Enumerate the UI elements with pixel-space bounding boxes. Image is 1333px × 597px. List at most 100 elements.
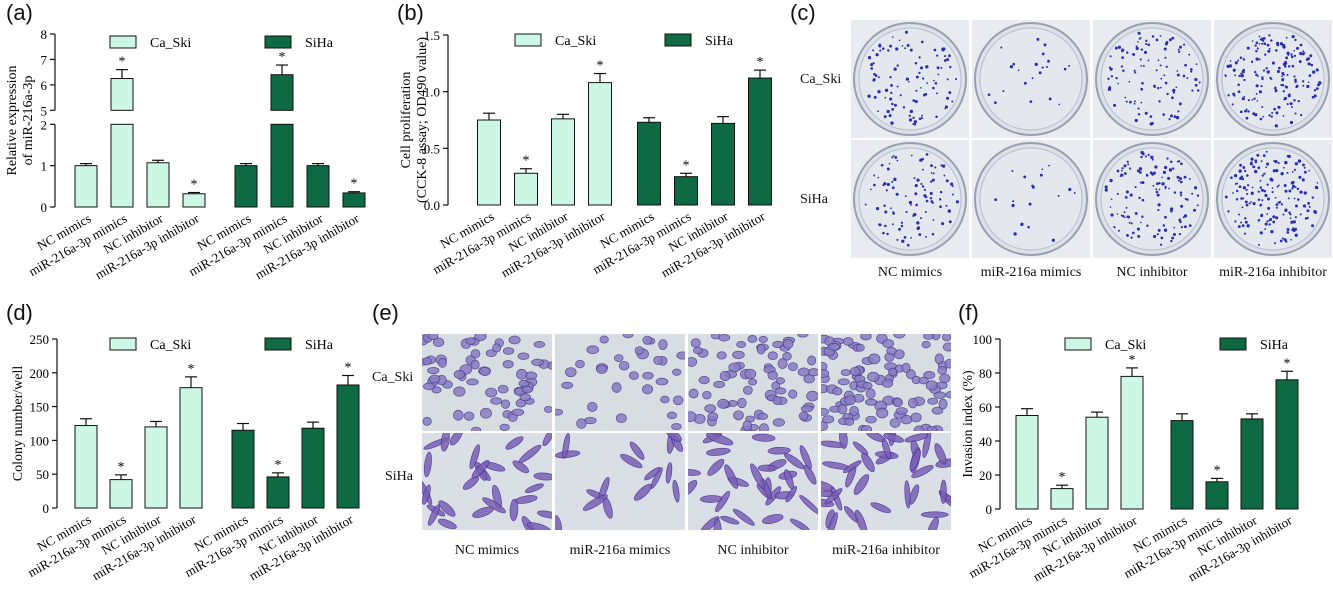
colony <box>918 56 921 59</box>
stained-cell <box>555 408 564 416</box>
stained-cell <box>555 515 563 530</box>
colony <box>1140 48 1144 51</box>
colony <box>1175 115 1180 120</box>
colony-dish-image <box>972 140 1090 258</box>
transwell-image <box>821 334 951 431</box>
colony <box>1177 48 1180 51</box>
colony <box>1315 87 1319 91</box>
stained-cell <box>942 342 951 352</box>
colony <box>994 198 998 202</box>
stained-cell <box>870 502 892 514</box>
significance-star: * <box>191 178 198 193</box>
stained-cell <box>737 397 747 409</box>
colony <box>1159 64 1162 67</box>
stained-cell <box>797 367 810 377</box>
colony <box>945 204 948 207</box>
colony <box>921 185 925 188</box>
panel-d-letter: (d) <box>6 300 33 325</box>
colony <box>1104 188 1108 192</box>
colony <box>1164 165 1168 170</box>
colony <box>1231 103 1234 106</box>
colony <box>1178 102 1182 106</box>
significance-star: * <box>1214 463 1221 478</box>
colony <box>1156 86 1160 90</box>
colony <box>1121 56 1124 59</box>
bar <box>336 384 360 509</box>
colony <box>934 81 938 85</box>
colony <box>1286 171 1289 174</box>
stained-cell <box>777 358 788 369</box>
colony <box>1273 107 1276 111</box>
bar <box>674 176 698 206</box>
colony <box>1238 213 1241 216</box>
colony <box>1109 55 1112 58</box>
stained-cell <box>453 409 464 421</box>
stained-cell <box>613 354 624 363</box>
colony <box>1113 103 1117 107</box>
stained-cell <box>472 506 494 518</box>
colony <box>1318 81 1322 85</box>
colony <box>1027 225 1030 229</box>
colony <box>1124 172 1127 175</box>
stained-cell <box>422 357 432 366</box>
colony <box>1162 113 1165 116</box>
colony <box>930 172 933 174</box>
stained-cell <box>803 464 817 485</box>
colony <box>1266 43 1270 47</box>
colony <box>1277 105 1281 109</box>
colony <box>1145 39 1148 43</box>
colony <box>1240 221 1243 224</box>
stained-cell <box>705 433 734 446</box>
colony <box>1280 203 1283 206</box>
colony <box>1159 34 1162 37</box>
dish-inner <box>979 27 1083 131</box>
colony <box>1117 82 1119 85</box>
colony <box>1258 90 1262 94</box>
colony <box>1233 94 1236 97</box>
colony <box>1298 175 1302 179</box>
colony <box>1116 169 1120 173</box>
stained-cell <box>526 522 552 530</box>
colony <box>948 220 952 224</box>
stained-cell <box>826 512 838 530</box>
stained-cell <box>660 395 670 404</box>
stained-cell <box>756 344 766 355</box>
colony <box>1057 194 1060 197</box>
colony <box>1171 96 1174 100</box>
colony <box>915 203 918 207</box>
colony <box>904 47 907 50</box>
colony <box>1255 73 1258 77</box>
stained-cell <box>453 369 466 379</box>
colony <box>1155 188 1158 191</box>
colony <box>1297 99 1300 103</box>
bar <box>74 165 98 208</box>
legend-swatch <box>109 35 137 49</box>
colony <box>938 198 942 201</box>
colony <box>1134 186 1137 189</box>
colony <box>1156 233 1159 236</box>
colony <box>1247 99 1250 102</box>
colony <box>1183 175 1187 179</box>
colony <box>1012 200 1015 203</box>
colony <box>1270 115 1273 118</box>
colony <box>1129 100 1132 104</box>
stained-cell <box>479 407 492 419</box>
colony <box>1235 189 1239 193</box>
colony <box>941 164 946 168</box>
colony <box>899 94 902 97</box>
colony <box>1239 163 1243 167</box>
colony <box>1246 46 1250 50</box>
stained-cell <box>587 401 598 412</box>
colony <box>888 114 892 118</box>
panel-b-letter: (b) <box>397 0 424 25</box>
colony <box>1266 70 1270 74</box>
stained-cell <box>934 443 947 465</box>
stained-cell <box>849 366 861 377</box>
colony <box>886 167 890 171</box>
stained-cell <box>797 334 809 338</box>
colony <box>1128 221 1131 224</box>
colony <box>1289 120 1294 125</box>
colony <box>1240 74 1244 78</box>
colony <box>1294 112 1297 115</box>
colony <box>1121 167 1124 170</box>
